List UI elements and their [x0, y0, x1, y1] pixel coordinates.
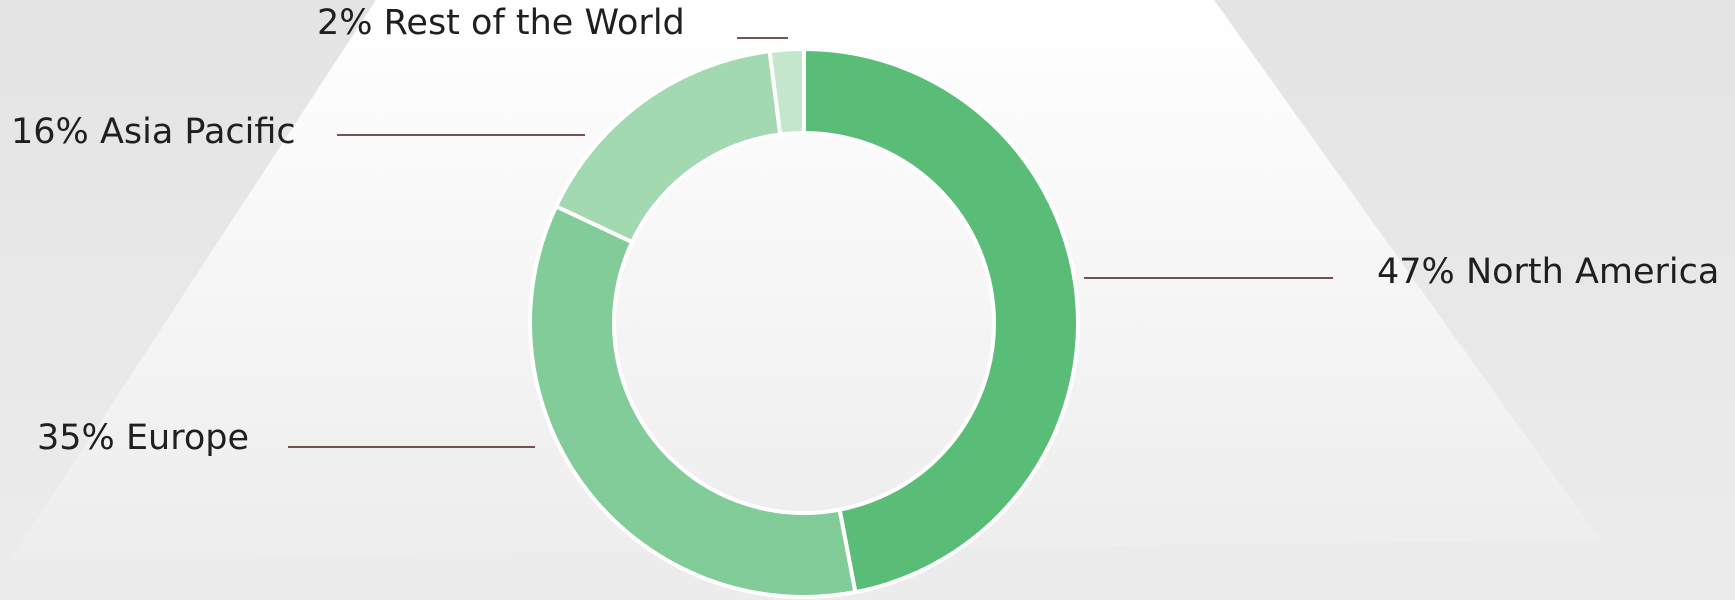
- value-label: 2%: [317, 3, 373, 43]
- category-label: Asia Pacific: [100, 112, 296, 152]
- category-label: North America: [1466, 252, 1719, 292]
- data-label: 16% Asia Pacific: [11, 112, 296, 152]
- labels: 47% North America 35% Europe 16% Asia Paci…: [11, 3, 1719, 458]
- donut-segment: [767, 46, 806, 137]
- donut: [528, 46, 1080, 599]
- category-label: Rest of the World: [384, 3, 685, 43]
- category-label: Europe: [126, 418, 249, 458]
- value-label: 47%: [1377, 252, 1455, 292]
- background-shape: [10, 0, 1600, 560]
- data-label: 2% Rest of the World: [317, 3, 685, 43]
- value-label: 16%: [11, 112, 89, 152]
- data-label: 35% Europe: [37, 418, 249, 458]
- data-label: 47% North America: [1377, 252, 1719, 292]
- value-label: 35%: [37, 418, 115, 458]
- donut-segment: [802, 46, 1080, 595]
- donut-segment: [528, 203, 858, 599]
